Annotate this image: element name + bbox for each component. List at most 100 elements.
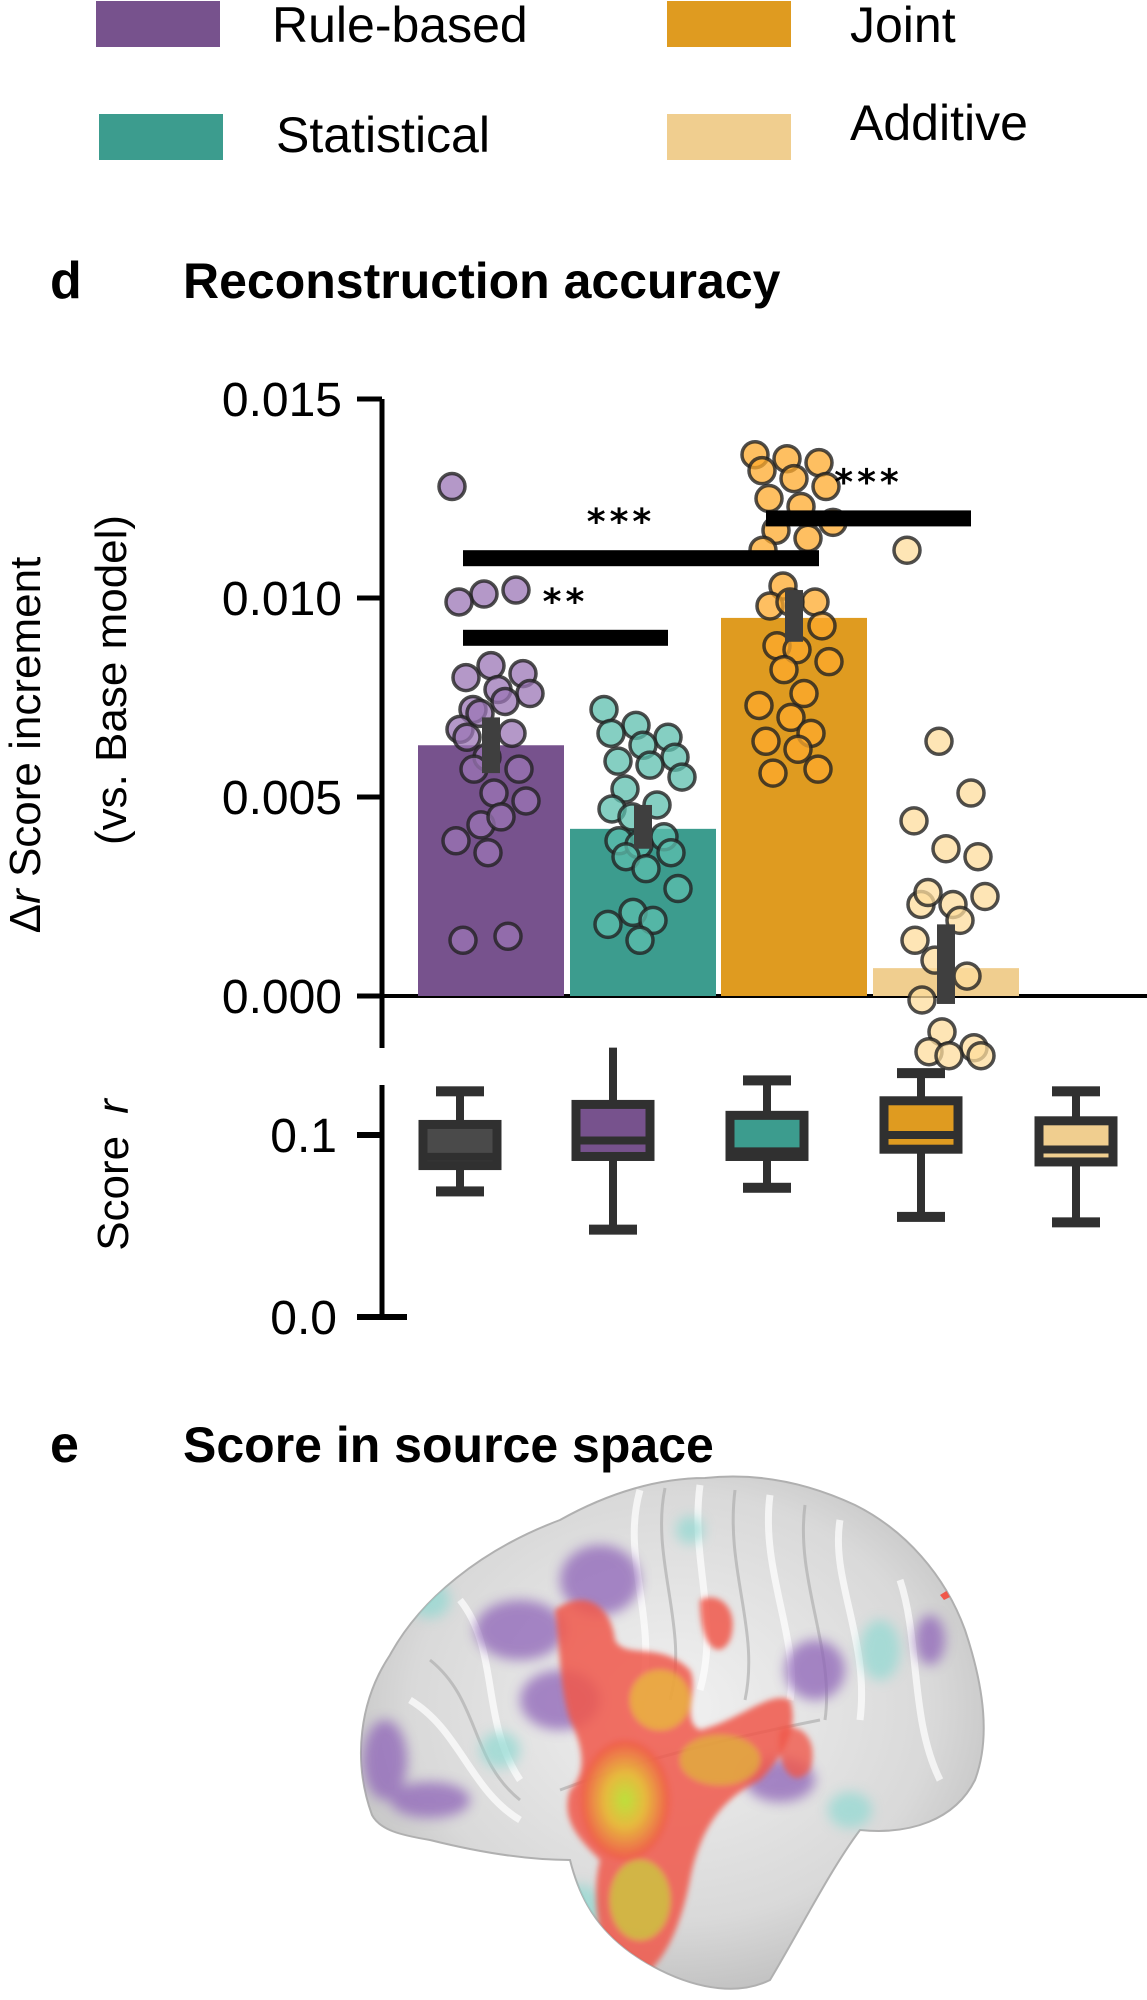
point-statistical xyxy=(593,909,623,940)
point-statistical xyxy=(631,853,661,884)
box-y-tick-label: 0.0 xyxy=(270,1292,337,1345)
point-additive xyxy=(924,726,954,757)
box-y-tick-label: 0.1 xyxy=(270,1110,337,1163)
point-joint xyxy=(769,654,799,685)
point-joint xyxy=(744,690,774,721)
legend-label-joint: Joint xyxy=(850,0,956,53)
lower-cap xyxy=(897,1211,945,1222)
point-rule-based xyxy=(437,471,467,502)
legend-label-rule-based: Rule-based xyxy=(272,0,528,53)
box-rule-based xyxy=(571,1047,655,1235)
significance-label: *** xyxy=(587,502,655,543)
point-rule-based xyxy=(490,686,520,717)
r-symbol: r xyxy=(1,887,50,904)
bar-y-tick-label: 0.005 xyxy=(222,772,342,825)
point-additive xyxy=(913,877,943,908)
point-statistical xyxy=(663,873,693,904)
ci-bar-rule-based xyxy=(482,717,500,774)
point-statistical xyxy=(635,750,665,780)
point-joint xyxy=(814,646,844,677)
point-additive xyxy=(899,806,929,836)
point-rule-based xyxy=(504,754,534,784)
point-rule-based xyxy=(469,579,499,609)
legend-swatch-additive xyxy=(667,114,791,160)
upper-cap xyxy=(436,1086,484,1097)
box-additive xyxy=(1034,1086,1118,1228)
point-rule-based xyxy=(476,650,506,681)
point-joint xyxy=(789,678,819,709)
point-additive xyxy=(907,985,937,1015)
ci-bar-statistical xyxy=(634,804,652,849)
upper-cap xyxy=(1052,1086,1100,1097)
point-rule-based xyxy=(515,678,545,709)
panel-d-letter: d xyxy=(50,252,82,310)
bar-y-tick-label: 0.010 xyxy=(222,573,342,626)
point-rule-based xyxy=(448,925,478,956)
point-joint xyxy=(800,587,830,617)
point-joint xyxy=(803,754,833,784)
point-statistical xyxy=(589,694,619,725)
point-rule-based xyxy=(473,837,503,868)
box-iqr xyxy=(1034,1116,1118,1167)
bar-chart-y-label-sub: (vs. Base model) xyxy=(87,515,136,845)
point-additive xyxy=(970,881,1000,912)
legend: Rule-based Joint Statistical Additive xyxy=(96,0,1028,163)
point-joint xyxy=(793,523,823,554)
point-additive xyxy=(931,833,961,864)
point-rule-based xyxy=(479,778,509,808)
upper-cap xyxy=(897,1068,945,1079)
delta-symbol: Δ xyxy=(1,904,50,933)
legend-label-additive: Additive xyxy=(850,95,1028,151)
point-statistical xyxy=(625,925,655,956)
panel-e-letter: e xyxy=(50,1416,79,1474)
point-statistical xyxy=(596,718,626,749)
point-joint xyxy=(807,611,837,641)
point-statistical xyxy=(603,746,633,776)
point-rule-based xyxy=(493,921,523,952)
significance-bar xyxy=(463,550,819,567)
bar-y-tick-label: 0.000 xyxy=(222,971,342,1024)
point-additive xyxy=(934,1040,964,1071)
point-joint xyxy=(776,702,806,733)
point-additive xyxy=(892,535,922,565)
box-joint xyxy=(879,1068,963,1222)
legend-label-statistical: Statistical xyxy=(276,107,490,163)
point-rule-based xyxy=(501,575,531,605)
bar-chart-y-label: Δr Score increment xyxy=(1,557,50,934)
significance-bar xyxy=(766,510,971,527)
box-iqr xyxy=(879,1096,963,1154)
panel-d-title: Reconstruction accuracy xyxy=(183,253,781,309)
point-joint xyxy=(751,726,781,757)
significance-bar xyxy=(463,629,668,646)
bar-chart-y-axis: 0.000 0.005 0.010 0.015 xyxy=(222,374,1147,1048)
significance-label: ** xyxy=(543,582,589,623)
point-rule-based xyxy=(486,802,516,832)
point-rule-based xyxy=(497,718,527,749)
ci-bar-joint xyxy=(785,590,803,642)
point-joint xyxy=(811,471,841,502)
box-y-label-text: Score xyxy=(89,1136,138,1251)
box-plot: 0.0 0.1 Score r xyxy=(89,1047,1118,1345)
point-joint xyxy=(783,734,813,764)
legend-swatch-rule-based xyxy=(96,1,220,47)
lower-cap xyxy=(589,1224,637,1235)
box-y-label-var: r xyxy=(89,1097,138,1114)
y-label-rest: Score increment xyxy=(1,557,50,890)
box-base xyxy=(418,1086,502,1197)
point-joint xyxy=(758,758,788,788)
point-additive xyxy=(956,778,986,808)
point-joint xyxy=(804,447,834,478)
lower-cap xyxy=(1052,1217,1100,1228)
point-rule-based xyxy=(511,786,541,816)
legend-swatch-statistical xyxy=(99,114,223,160)
point-joint xyxy=(754,483,784,514)
point-joint xyxy=(779,463,809,494)
lower-cap xyxy=(436,1186,484,1197)
brain-surface-image xyxy=(360,1475,985,1990)
lower-cap xyxy=(743,1182,791,1193)
bar-joint xyxy=(721,617,867,996)
point-additive xyxy=(966,1040,996,1071)
point-joint xyxy=(747,455,777,486)
